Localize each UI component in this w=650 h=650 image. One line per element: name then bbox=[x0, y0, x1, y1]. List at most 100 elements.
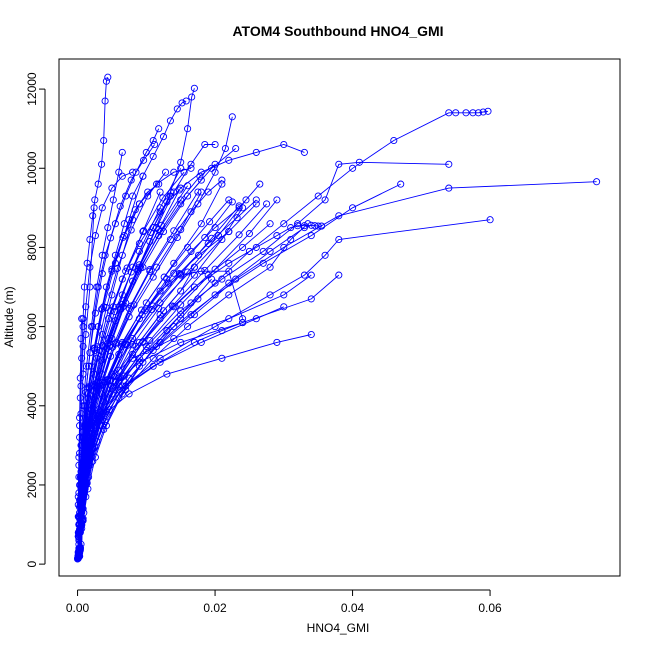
y-tick-label: 12000 bbox=[25, 72, 39, 106]
data-point bbox=[80, 485, 88, 493]
series-line bbox=[78, 231, 230, 553]
data-point bbox=[163, 370, 171, 378]
data-point bbox=[187, 208, 195, 216]
data-point bbox=[188, 93, 196, 101]
data-point bbox=[173, 233, 181, 242]
data-point bbox=[98, 270, 106, 278]
data-point bbox=[102, 77, 110, 85]
data-point bbox=[120, 232, 128, 240]
y-tick-label: 10000 bbox=[25, 151, 39, 185]
data-point bbox=[113, 264, 121, 272]
data-point bbox=[86, 283, 94, 291]
data-point bbox=[142, 342, 150, 350]
data-point bbox=[108, 184, 116, 192]
data-point bbox=[122, 267, 130, 275]
data-point bbox=[211, 160, 219, 168]
data-point bbox=[148, 306, 156, 314]
data-point bbox=[139, 228, 147, 236]
data-point bbox=[184, 323, 192, 331]
data-point bbox=[79, 342, 87, 350]
data-point bbox=[300, 222, 308, 230]
data-point bbox=[82, 388, 90, 396]
data-point bbox=[245, 230, 253, 238]
data-point bbox=[77, 520, 85, 529]
data-point bbox=[118, 390, 126, 398]
data-point bbox=[486, 216, 494, 224]
data-point bbox=[280, 303, 288, 311]
data-point bbox=[98, 160, 106, 168]
data-point bbox=[127, 176, 135, 184]
data-point bbox=[76, 543, 84, 552]
series-line bbox=[77, 167, 192, 557]
data-point bbox=[307, 271, 315, 279]
data-point bbox=[211, 140, 219, 149]
data-point bbox=[91, 309, 99, 317]
data-point bbox=[77, 382, 85, 390]
data-point bbox=[252, 200, 260, 208]
data-point bbox=[156, 354, 164, 362]
data-point bbox=[100, 136, 108, 145]
data-point bbox=[135, 200, 143, 208]
data-point bbox=[127, 226, 135, 234]
data-point bbox=[484, 107, 492, 115]
data-point bbox=[162, 168, 170, 176]
data-point bbox=[140, 156, 148, 164]
data-point bbox=[196, 172, 204, 180]
series-23 bbox=[75, 330, 315, 554]
data-point bbox=[85, 421, 93, 429]
data-point bbox=[184, 268, 192, 276]
data-point bbox=[170, 334, 178, 343]
data-point bbox=[118, 148, 126, 156]
data-point bbox=[98, 305, 106, 313]
data-point bbox=[168, 302, 176, 310]
data-point bbox=[155, 232, 163, 240]
data-point bbox=[307, 330, 315, 339]
series-line bbox=[80, 227, 305, 545]
data-point bbox=[225, 315, 233, 323]
data-point bbox=[93, 343, 102, 351]
data-point bbox=[304, 220, 312, 228]
data-point bbox=[80, 459, 88, 467]
data-point bbox=[104, 315, 113, 323]
data-point bbox=[107, 234, 115, 242]
data-point bbox=[300, 224, 308, 232]
data-point bbox=[153, 224, 161, 232]
data-point bbox=[134, 267, 142, 275]
series-line bbox=[79, 199, 257, 548]
data-point bbox=[225, 267, 233, 275]
data-point bbox=[239, 315, 247, 323]
data-point bbox=[355, 158, 363, 166]
data-point bbox=[153, 180, 161, 188]
data-point bbox=[77, 334, 85, 343]
data-point bbox=[233, 214, 241, 222]
data-point bbox=[142, 305, 150, 313]
data-point bbox=[462, 109, 470, 117]
data-point bbox=[225, 291, 233, 299]
data-point bbox=[349, 204, 357, 212]
data-point bbox=[164, 279, 172, 287]
data-point bbox=[129, 192, 137, 200]
data-point bbox=[593, 178, 601, 186]
data-point bbox=[252, 148, 260, 156]
data-point bbox=[101, 251, 109, 259]
y-tick-label: 0 bbox=[25, 560, 39, 567]
data-point bbox=[139, 172, 147, 180]
data-point bbox=[135, 338, 143, 346]
data-point bbox=[118, 251, 126, 259]
data-point bbox=[149, 152, 157, 160]
data-point bbox=[201, 233, 209, 242]
data-point bbox=[218, 180, 226, 188]
series-line bbox=[77, 152, 123, 557]
data-point bbox=[300, 271, 308, 279]
data-point bbox=[170, 168, 178, 176]
series-59 bbox=[75, 228, 233, 556]
data-point bbox=[190, 311, 198, 319]
data-point bbox=[102, 378, 110, 386]
data-point bbox=[177, 338, 185, 346]
y-axis-label: Altitude (m) bbox=[2, 286, 16, 347]
x-axis: 0.00 0.02 0.04 0.06 bbox=[66, 589, 502, 615]
data-point bbox=[127, 302, 135, 310]
data-point bbox=[256, 180, 264, 188]
data-point bbox=[163, 198, 171, 206]
data-point bbox=[155, 125, 163, 133]
